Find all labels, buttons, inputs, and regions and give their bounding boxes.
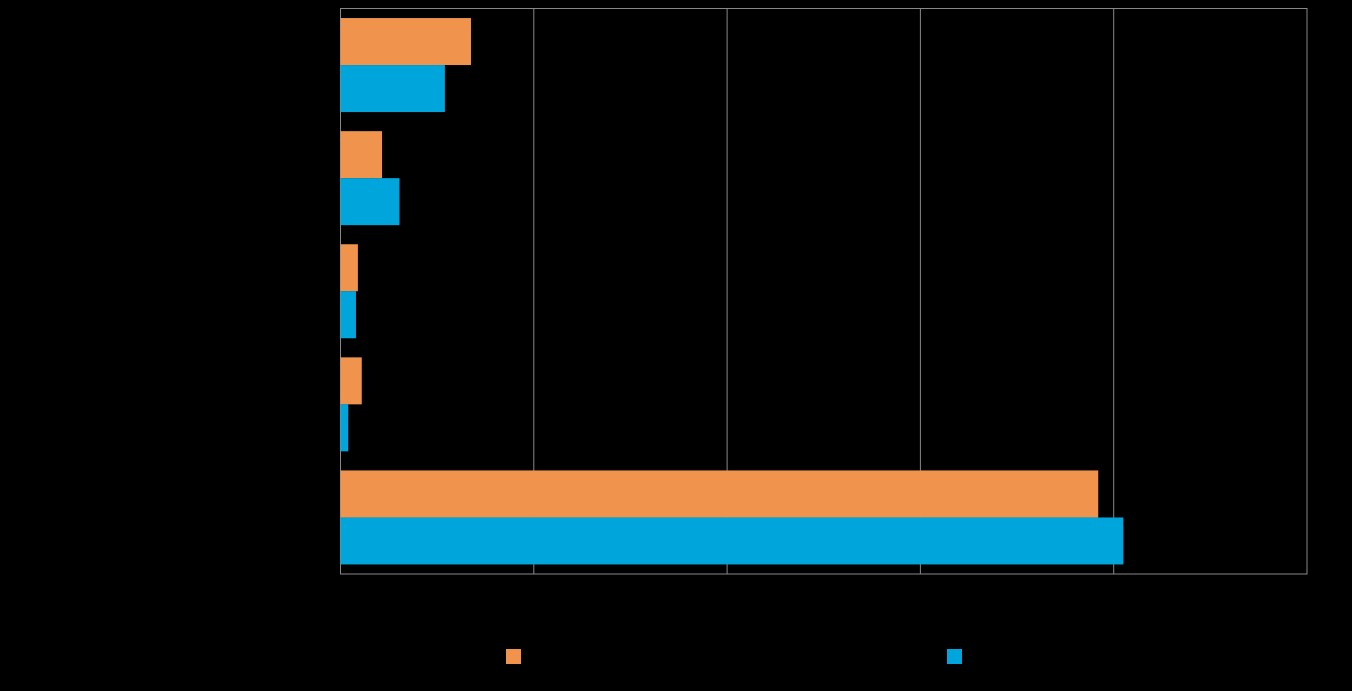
bar [340,517,1124,565]
legend-swatch [947,649,962,664]
legend-swatch [506,649,521,664]
bar [340,291,356,339]
bar [340,244,358,292]
bar [340,65,445,113]
bar [340,404,349,452]
bar [340,131,383,179]
bar [340,18,471,66]
bar [340,178,400,226]
bar [340,470,1099,518]
bar [340,357,362,405]
